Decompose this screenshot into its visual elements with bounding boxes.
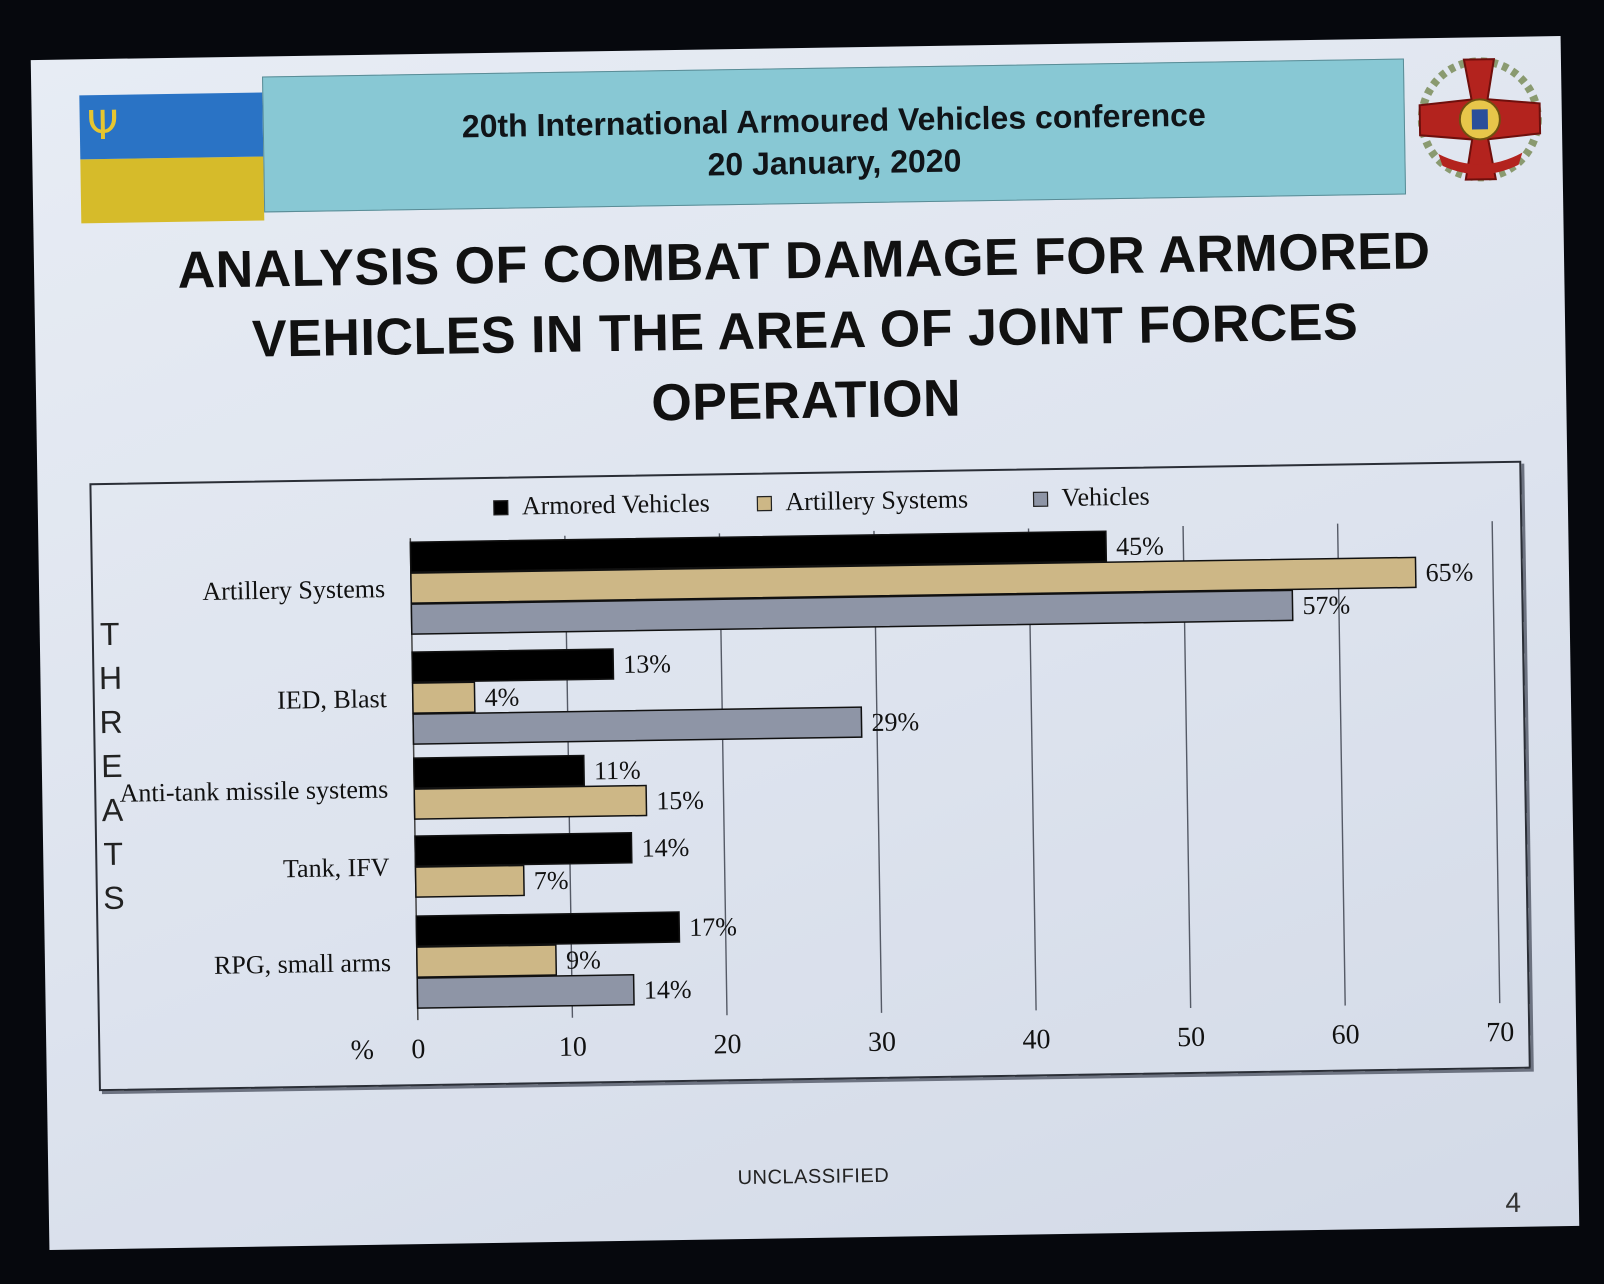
x-unit-label: % [350,1035,374,1066]
legend-label: Vehicles [1061,482,1150,512]
slide: Ψ 20th International Armoured Vehicles c… [30,36,1580,1250]
y-axis-title-letter: R [99,704,123,740]
gridline [1336,523,1346,1006]
bar [411,648,615,683]
data-label: 65% [1425,557,1473,587]
header-band: 20th International Armoured Vehicles con… [262,58,1407,213]
legend-swatch [1032,491,1049,508]
x-tick-label: 40 [1022,1024,1050,1055]
data-label: 14% [641,833,689,863]
data-label: 57% [1302,590,1350,620]
page-number: 4 [1505,1186,1522,1219]
bar [415,944,558,978]
data-label: 17% [689,912,737,942]
data-label: 11% [594,756,641,786]
category-label: Tank, IFV [283,853,390,884]
x-tick-label: 50 [1177,1022,1205,1053]
legend-swatch [756,495,773,512]
bar [414,831,633,867]
y-axis-title-letter: A [102,792,125,828]
y-axis-title-letter: S [103,880,125,916]
bar [415,911,681,947]
x-tick-label: 0 [411,1034,425,1065]
x-tick-label: 70 [1486,1017,1514,1048]
bar [410,556,1417,604]
gridline [1491,521,1501,1004]
armored-forces-emblem-icon [1417,57,1542,182]
chart-frame: 0 10 20 30 40 50 60 70% T H R E A T S Armored Vehicles A… [89,460,1531,1092]
trident-icon: Ψ [86,102,119,150]
bar [416,973,635,1009]
data-label: 14% [644,975,692,1005]
category-label: RPG, small arms [214,948,391,980]
x-tick-label: 60 [1331,1019,1359,1050]
data-label: 13% [623,649,671,679]
data-label: 29% [871,707,919,737]
data-label: 4% [484,682,519,712]
category-label: IED, Blast [277,684,388,715]
classification-label: UNCLASSIFIED [737,1164,890,1190]
y-axis-title-letter: H [99,660,123,696]
category-label: Anti-tank missile systems [119,775,388,808]
y-axis-title-letter: T [103,836,123,872]
category-label: Artillery Systems [202,574,385,606]
bar [409,530,1108,573]
data-label: 15% [656,786,704,816]
data-label: 7% [534,866,569,896]
x-tick-label: 10 [559,1031,587,1062]
data-label: 9% [566,945,601,975]
legend-label: Armored Vehicles [522,488,710,520]
y-axis-title-letter: E [101,748,123,784]
legend-swatch [493,500,509,516]
bar [413,784,648,820]
bar [412,706,863,745]
data-label: 45% [1116,531,1164,561]
legend-label: Artillery Systems [785,484,968,516]
slide-title: ANALYSIS OF COMBAT DAMAGE FOR ARMORED VE… [94,215,1517,447]
ukraine-flag: Ψ [79,92,265,224]
bar [411,681,476,714]
bar [414,864,525,898]
y-axis-title-letter: T [100,616,120,652]
bar [412,754,586,789]
bar [410,589,1294,635]
x-tick-label: 20 [713,1029,741,1060]
x-tick-label: 30 [868,1027,896,1058]
